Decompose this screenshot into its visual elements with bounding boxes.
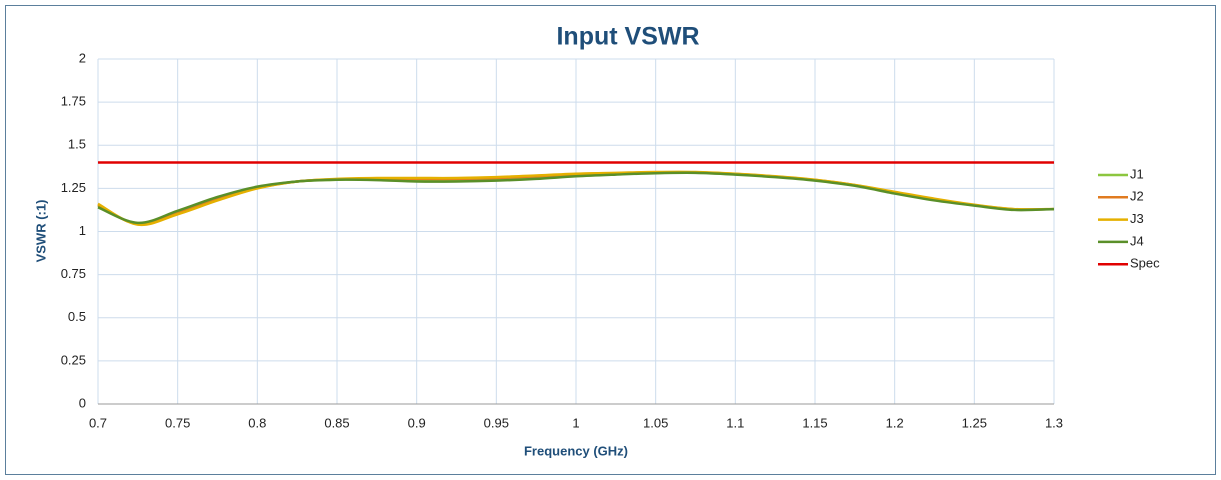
chart-title: Input VSWR (556, 23, 699, 51)
x-tick-label: 0.95 (484, 415, 509, 430)
y-axis-label: VSWR (:1) (33, 200, 48, 263)
x-tick-label: 1.3 (1045, 415, 1063, 430)
x-tick-label: 0.8 (248, 415, 266, 430)
y-tick-label: 0 (79, 395, 86, 410)
x-tick-label: 1 (572, 415, 579, 430)
x-tick-label: 1.15 (802, 415, 827, 430)
x-tick-label: 0.85 (324, 415, 349, 430)
chart-frame (5, 5, 1216, 475)
x-tick-label: 0.75 (165, 415, 190, 430)
legend-label: J4 (1130, 233, 1144, 248)
y-tick-label: 0.5 (68, 309, 86, 324)
y-tick-label: 1.25 (61, 180, 86, 195)
series-line (97, 170, 1055, 227)
x-axis-label: Frequency (GHz) (524, 443, 628, 458)
legend-label: J1 (1130, 166, 1144, 181)
y-tick-label: 2 (79, 50, 86, 65)
y-tick-label: 0.75 (61, 266, 86, 281)
legend-label: J2 (1130, 189, 1144, 204)
y-tick-label: 1.75 (61, 94, 86, 109)
x-tick-label: 0.7 (89, 415, 107, 430)
x-tick-label: 1.25 (962, 415, 987, 430)
y-tick-label: 0.25 (61, 352, 86, 367)
x-tick-label: 1.1 (726, 415, 744, 430)
series-line (97, 171, 1055, 225)
x-tick-label: 1.05 (643, 415, 668, 430)
y-tick-label: 1 (79, 223, 86, 238)
x-tick-label: 1.2 (886, 415, 904, 430)
legend-label: J3 (1130, 211, 1144, 226)
legend-label: Spec (1130, 256, 1160, 271)
x-tick-label: 0.9 (408, 415, 426, 430)
y-tick-label: 1.5 (68, 137, 86, 152)
